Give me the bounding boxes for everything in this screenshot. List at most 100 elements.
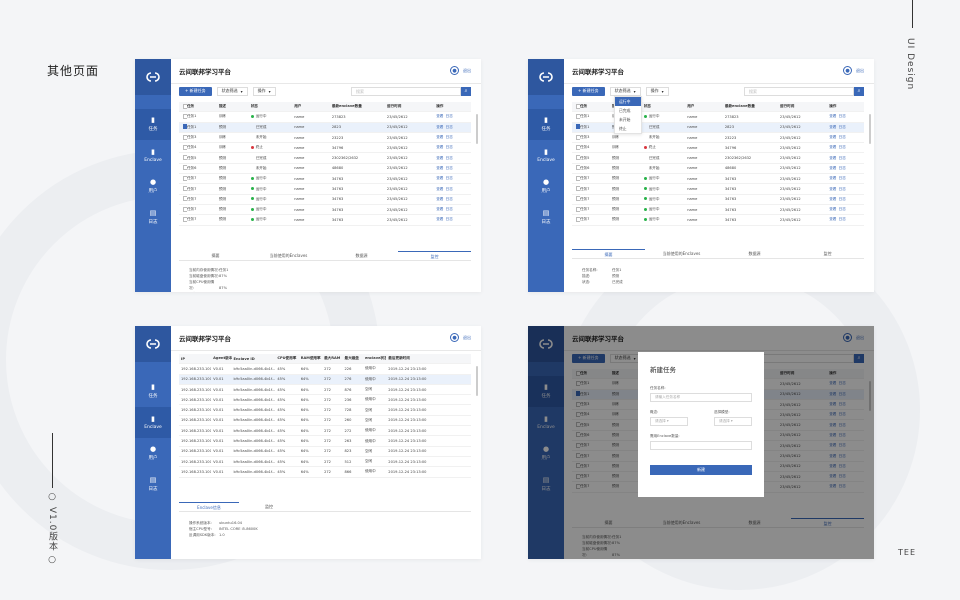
table-row[interactable]: 192.168.233.100 V0.01 b9c5aa0in-d066-4b1f.… [179,416,471,427]
log-link[interactable]: 日志 [838,114,846,119]
checkbox[interactable] [183,175,187,181]
checkbox[interactable] [576,175,580,181]
nav-item-2[interactable]: ● 用户 [148,178,158,195]
scrollbar[interactable] [869,381,871,411]
view-link[interactable]: 查看 [829,432,837,437]
view-link[interactable]: 查看 [829,443,837,448]
log-link[interactable]: 日志 [445,207,453,212]
checkbox[interactable] [183,186,187,192]
nav-item-1[interactable]: ▮ Enclave [537,414,555,430]
checkbox[interactable] [576,206,580,212]
checkbox[interactable] [576,165,580,171]
nav-item-2[interactable]: ● 用户 [541,445,551,462]
log-link[interactable]: 日志 [445,155,453,160]
nav-item-1[interactable]: ▮ Enclave [135,407,171,438]
view-link[interactable]: 查看 [436,196,444,201]
view-link[interactable]: 查看 [829,124,837,129]
table-row[interactable]: 192.168.233.100 V0.01 b9c5aa0in-d066-4b1f.… [179,374,471,385]
table-row[interactable]: 任务5 预测 已完成 name 2302362/2632 23/45/2612 … [179,153,471,164]
search-input[interactable]: 搜索 [744,86,854,96]
log-link[interactable]: 日志 [838,207,846,212]
nav-item-3[interactable]: ▤ 日志 [541,209,551,226]
log-link[interactable]: 日志 [838,196,846,201]
new-task-button[interactable]: + 新建任务 [572,353,605,363]
table-row[interactable]: 任务7 预测 运行中 name 34763 23/45/2612 查看 日志 [572,205,864,216]
search-input[interactable]: 搜索 [351,86,461,96]
tab-enclave-0[interactable]: Enclave信息 [179,502,239,511]
task-name-input[interactable]: 请输入任务名称 [650,393,752,402]
tab-detail-2[interactable]: 数据源 [748,520,761,525]
checkbox[interactable] [576,411,580,417]
table-row[interactable]: 任务7 预测 运行中 name 34763 23/45/2612 查看 日志 [179,184,471,195]
dropdown-option[interactable]: 运行中 [615,97,641,106]
logout-link[interactable]: 退出 [463,334,471,340]
dropdown-option[interactable]: 终止 [619,126,627,131]
checkbox[interactable] [183,113,187,119]
checkbox[interactable] [576,380,580,386]
log-link[interactable]: 日志 [838,217,846,222]
table-row[interactable]: 任务1 预测 已完成 name 2823 23/45/2612 查看 日志 [572,122,864,133]
log-link[interactable]: 日志 [445,176,453,181]
new-task-button[interactable]: + 新建任务 [179,86,212,96]
checkbox[interactable] [183,206,187,212]
view-link[interactable]: 查看 [829,135,837,140]
view-link[interactable]: 查看 [829,196,837,201]
nav-item-0[interactable]: ▮ 任务 [135,109,171,140]
view-link[interactable]: 查看 [436,114,444,119]
log-link[interactable]: 日志 [838,135,846,140]
log-link[interactable]: 日志 [838,145,846,150]
table-row[interactable]: 任务7 预测 运行中 name 34763 23/45/2612 查看 日志 [572,174,864,185]
checkbox[interactable] [576,186,580,192]
table-row[interactable]: 192.168.233.100 V0.01 b9c5aa0in-d066-4b1f.… [179,447,471,457]
table-row[interactable]: 192.168.233.100 V0.01 b9c5aa0in-d066-4b1f.… [179,395,471,406]
table-row[interactable]: 任务7 预测 运行中 name 34763 23/45/2612 查看 日志 [179,215,471,226]
checkbox[interactable] [576,432,580,438]
nav-item-0[interactable]: ▮ 任务 [148,383,158,400]
user-menu[interactable]: ● 退出 [450,333,471,342]
checkbox[interactable] [576,442,580,448]
checkbox[interactable] [576,422,580,428]
checkbox[interactable] [576,155,580,161]
table-row[interactable]: 任务4 训练 终止 name 34796 23/45/2612 查看 日志 [572,143,864,154]
checkbox[interactable] [576,196,580,202]
scrollbar[interactable] [476,114,478,144]
dropdown-option[interactable]: 已完成 [619,108,631,113]
type-select[interactable]: 请选择 ▾ [650,417,688,426]
log-link[interactable]: 日志 [445,217,453,222]
checkbox[interactable] [576,391,580,397]
view-link[interactable]: 查看 [829,412,837,417]
table-row[interactable]: 192.168.233.100 V0.01 b9c5aa0in-d066-4b1f.… [179,385,471,396]
checkbox[interactable] [576,144,580,150]
view-link[interactable]: 查看 [436,176,444,181]
table-row[interactable]: 任务6 预测 未开始 name 48680 23/45/2612 查看 日志 [179,164,471,175]
checkbox[interactable] [576,103,580,109]
view-link[interactable]: 查看 [829,207,837,212]
logout-link[interactable]: 退出 [856,334,864,340]
nav-item-2[interactable]: ● 用户 [541,178,551,195]
nav-item-1[interactable]: ▮ Enclave [537,147,555,163]
log-link[interactable]: 日志 [838,453,846,458]
table-row[interactable]: 任务7 预测 运行中 name 34763 23/45/2612 查看 日志 [179,174,471,185]
search-icon[interactable]: ⌕ [461,86,471,96]
nav-item-0[interactable]: ▮ 任务 [528,376,564,407]
log-link[interactable]: 日志 [445,165,453,170]
checkbox[interactable] [576,453,580,459]
log-link[interactable]: 日志 [838,186,846,191]
status-filter-select[interactable]: 状态筛选 ▾ [609,86,641,96]
view-link[interactable]: 查看 [436,165,444,170]
log-link[interactable]: 日志 [838,463,846,468]
table-row[interactable]: 任务5 预测 已完成 name 2302362/2632 23/45/2612 … [572,153,864,164]
view-link[interactable]: 查看 [829,474,837,479]
log-link[interactable]: 日志 [838,381,846,386]
nav-item-3[interactable]: ▤ 日志 [148,209,158,226]
checkbox[interactable] [183,144,187,150]
log-link[interactable]: 日志 [838,165,846,170]
tab-detail-3[interactable]: 监控 [823,251,832,256]
user-menu[interactable]: ● 退出 [843,333,864,342]
search-icon[interactable]: ⌕ [854,353,864,363]
table-row[interactable]: 任务7 预测 运行中 name 34763 23/45/2612 查看 日志 [572,215,864,226]
tab-detail-0[interactable]: 摘要 [211,253,220,258]
ops-select[interactable]: 操作▾ [252,86,276,96]
tab-detail-1[interactable]: 当前使用的Enclaves [662,251,701,256]
log-link[interactable]: 日志 [838,422,846,427]
